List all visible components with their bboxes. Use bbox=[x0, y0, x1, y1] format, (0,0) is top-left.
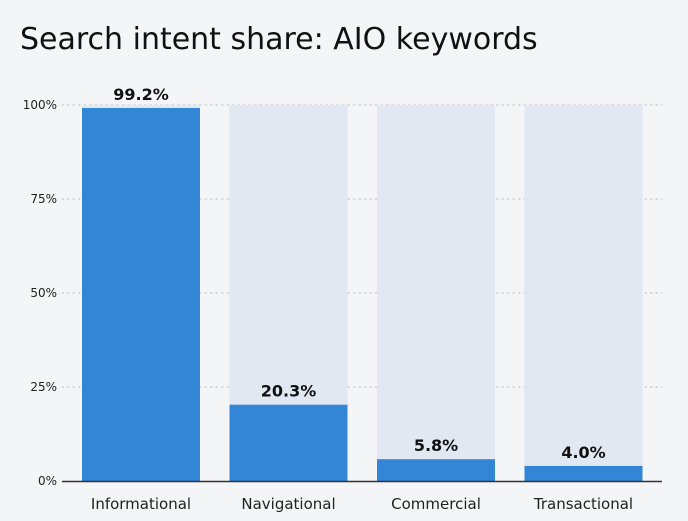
data-label: 20.3% bbox=[261, 382, 317, 401]
bar-track bbox=[377, 105, 495, 481]
y-tick-label: 75% bbox=[30, 192, 57, 206]
data-label: 5.8% bbox=[414, 436, 458, 455]
data-label: 99.2% bbox=[113, 85, 169, 104]
chart-title: Search intent share: AIO keywords bbox=[20, 22, 538, 57]
x-tick-label: Commercial bbox=[391, 495, 481, 513]
x-tick-label: Navigational bbox=[241, 495, 335, 513]
y-tick-label: 25% bbox=[30, 380, 57, 394]
y-tick-label: 50% bbox=[30, 286, 57, 300]
data-label: 4.0% bbox=[561, 443, 605, 462]
bar-layer bbox=[82, 108, 643, 482]
track-layer bbox=[82, 105, 643, 481]
bar bbox=[524, 465, 643, 481]
y-tick-label: 0% bbox=[38, 474, 57, 488]
label-layer: 0% 25% 50% 75% 100% 99.2% Informational 20.3% Na… bbox=[23, 85, 662, 513]
x-tick-label: Transactional bbox=[533, 495, 633, 513]
bar bbox=[377, 459, 495, 481]
bar bbox=[82, 108, 200, 482]
x-tick-label: Informational bbox=[91, 495, 191, 513]
bar bbox=[229, 404, 348, 481]
y-tick-label: 100% bbox=[23, 98, 57, 112]
bar-track bbox=[524, 105, 643, 481]
